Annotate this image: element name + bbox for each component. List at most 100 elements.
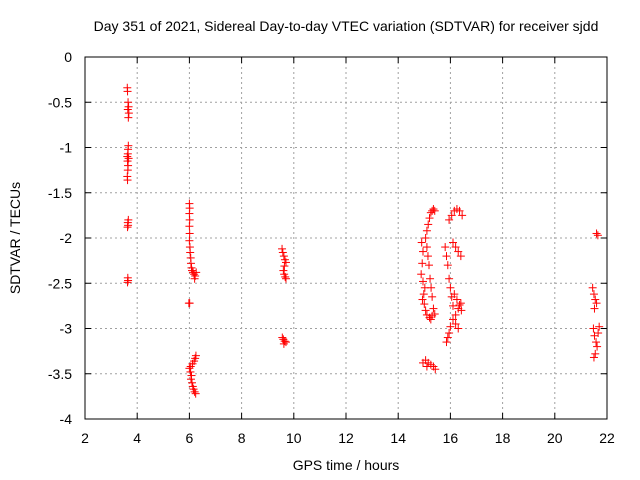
data-point-marker: [450, 290, 459, 299]
x-tick-label: 14: [390, 430, 406, 446]
data-point-marker: [457, 306, 466, 315]
data-point-marker: [186, 375, 195, 384]
data-point-marker: [591, 295, 600, 304]
data-point-marker: [419, 290, 428, 299]
data-point-marker: [455, 206, 464, 215]
data-point-marker: [445, 215, 454, 224]
data-point-marker: [442, 338, 451, 347]
data-point-marker: [279, 339, 288, 348]
data-point-marker: [422, 226, 431, 235]
data-point-marker: [426, 315, 435, 324]
data-point-marker: [281, 274, 290, 283]
data-point-marker: [418, 277, 427, 286]
data-point-marker: [190, 387, 199, 396]
data-point-marker: [421, 306, 430, 315]
data-point-marker: [278, 248, 287, 257]
data-point-marker: [451, 310, 460, 319]
data-point-marker: [590, 304, 599, 313]
data-point-marker: [185, 222, 194, 231]
data-point-marker: [421, 234, 430, 242]
data-point-marker: [423, 252, 432, 261]
data-point-marker: [185, 299, 194, 308]
data-point-marker: [186, 259, 195, 268]
y-tick-label: -3.5: [48, 366, 72, 382]
x-tick-label: 6: [186, 430, 194, 446]
data-point-marker: [124, 109, 133, 118]
x-tick-label: 20: [547, 430, 563, 446]
data-point-marker: [592, 299, 601, 308]
data-point-marker: [123, 87, 132, 96]
x-tick-label: 10: [286, 430, 302, 446]
data-point-marker: [595, 322, 604, 331]
data-point-marker: [447, 211, 456, 220]
data-point-marker: [123, 105, 132, 114]
data-point-marker: [430, 206, 439, 215]
data-point-marker: [446, 283, 455, 292]
data-point-marker: [458, 211, 467, 220]
x-tick-label: 8: [238, 430, 246, 446]
data-point-marker: [430, 310, 439, 319]
data-point-marker: [123, 223, 132, 232]
data-point-marker: [452, 295, 461, 304]
data-point-marker: [191, 389, 200, 398]
x-axis-label: GPS time / hours: [293, 457, 400, 473]
data-point-marker: [185, 229, 194, 238]
y-tick-label: -1.5: [48, 185, 72, 201]
data-point-marker: [443, 333, 452, 342]
y-axis-label: SDTVAR / TECUs: [7, 182, 23, 294]
data-point-marker: [124, 98, 133, 107]
data-point-marker: [417, 270, 426, 279]
data-point-marker: [422, 362, 431, 371]
data-point-marker: [456, 252, 465, 261]
data-point-marker: [420, 300, 429, 309]
data-point-marker: [185, 236, 194, 245]
y-tick-label: -2.5: [48, 275, 72, 291]
data-point-marker: [418, 247, 427, 256]
data-point-marker: [281, 272, 290, 281]
data-point-marker: [186, 367, 195, 376]
data-point-marker: [417, 238, 426, 247]
data-point-marker: [124, 276, 133, 285]
data-point-marker: [124, 221, 133, 230]
data-point-marker: [188, 378, 197, 387]
y-tick-label: -2: [60, 230, 73, 246]
data-point-marker: [281, 338, 290, 347]
data-point-marker: [588, 283, 597, 292]
x-tick-labels: 2 4 6 8 10 12 14 16 18 20 22: [81, 430, 615, 446]
data-point-marker: [431, 365, 440, 374]
data-point-marker: [456, 299, 465, 308]
data-point-marker: [454, 324, 463, 333]
data-point-marker: [454, 247, 463, 256]
data-point-marker: [429, 205, 438, 214]
data-point-marker: [449, 301, 458, 310]
data-point-marker: [589, 353, 598, 362]
data-point-marker: [124, 113, 133, 122]
data-point-marker: [592, 229, 601, 238]
y-tick-label: -1: [60, 140, 73, 156]
data-point-marker: [593, 342, 602, 351]
data-point-marker: [593, 231, 602, 240]
data-point-marker: [426, 274, 435, 283]
x-tick-label: 22: [599, 430, 615, 446]
data-point-marker: [187, 371, 196, 380]
data-point-marker: [123, 278, 132, 287]
data-point-marker: [123, 166, 132, 175]
data-point-marker: [280, 262, 289, 271]
data-point-marker: [589, 290, 598, 299]
data-point-marker: [123, 176, 132, 185]
data-point-marker: [418, 295, 427, 304]
data-point-marker: [443, 261, 452, 270]
data-point-marker: [123, 157, 132, 166]
data-point-marker: [418, 259, 427, 268]
data-point-marker: [281, 258, 290, 267]
y-tick-label: -4: [60, 411, 73, 427]
data-point-marker: [424, 261, 433, 270]
data-point-marker: [594, 329, 603, 338]
data-point-marker: [442, 252, 451, 261]
data-point-marker: [188, 266, 197, 275]
data-point-marker: [592, 338, 601, 347]
x-tick-label: 16: [443, 430, 459, 446]
data-point-marker: [190, 270, 199, 279]
data-point-marker: [190, 274, 199, 283]
